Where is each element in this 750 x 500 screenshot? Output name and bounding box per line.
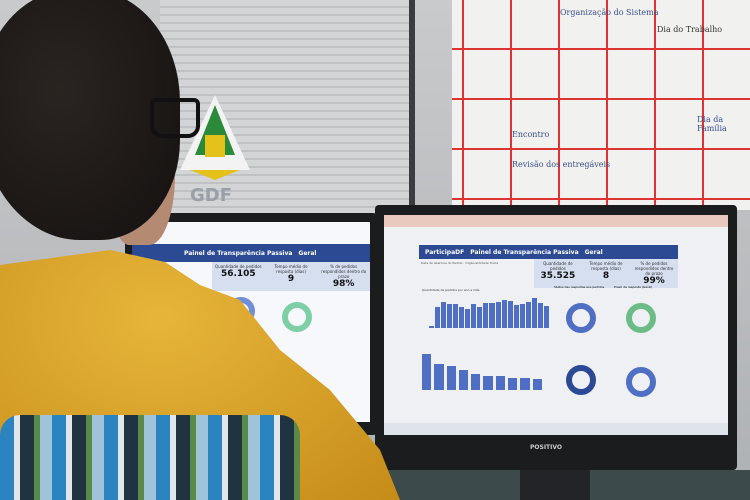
gdf-sign: GDF: [190, 185, 233, 206]
taskbar[interactable]: [384, 423, 728, 435]
board-note: Revisão dos entregáveis: [512, 160, 611, 169]
chart-title: Quantidade de pedidos por ano e mês: [422, 288, 480, 292]
gdf-logo-icon: [180, 95, 250, 180]
dashboard-banner: ParticipaDF Painel de Transparência Pass…: [419, 245, 678, 259]
monitor-brand: POSITIVO: [530, 444, 563, 451]
window-blinds: [160, 0, 415, 215]
bar: [543, 306, 549, 328]
bar: [501, 300, 507, 328]
bar-chart: [429, 293, 549, 328]
bar: [532, 378, 542, 390]
dashboard-title: Painel de Transparência Passiva: [470, 248, 579, 256]
bar: [446, 366, 456, 390]
filters[interactable]: Data de abertura do Pedido · Órgão/entid…: [421, 261, 499, 265]
bar: [471, 374, 481, 390]
bar: [495, 301, 501, 328]
bar: [513, 305, 519, 328]
filter-label: Geral: [298, 249, 317, 257]
glasses-icon: [150, 98, 200, 138]
board-note: Dia da Família: [697, 115, 727, 133]
bar: [519, 304, 525, 328]
bar: [507, 300, 513, 328]
bar: [435, 307, 441, 328]
bar: [483, 302, 489, 328]
bar: [531, 298, 537, 328]
chart-title: Status das respostas aos pedidos: [554, 285, 605, 289]
dashboard-banner: Painel de Transparência Passiva Geral: [132, 244, 370, 262]
whiteboard: Organização do Sistema Dia do Trabalho E…: [452, 0, 750, 210]
bar: [525, 301, 531, 328]
bar: [483, 376, 493, 390]
board-note: Organização do Sistema: [560, 8, 659, 17]
bar: [453, 303, 459, 328]
kpi-row: Quantidade de pedidos 35.525 Tempo médio …: [533, 259, 678, 288]
kpi-card: Quantidade de pedidos 56.105: [215, 264, 262, 279]
donut-chart: [282, 302, 312, 332]
donut-chart: [566, 365, 596, 395]
bar: [434, 364, 444, 390]
bar: [458, 370, 469, 390]
filter-label: Geral: [584, 248, 603, 256]
kpi-card: Tempo médio de resposta (dias) 8: [589, 261, 623, 281]
bar: [471, 304, 477, 328]
striped-chair: [0, 415, 300, 500]
bar: [465, 308, 471, 328]
kpi-card: % de pedidos respondidos dentro do prazo…: [321, 264, 367, 289]
app-name: ParticipaDF: [425, 248, 465, 256]
bar: [459, 307, 465, 328]
board-note: Dia do Trabalho: [657, 25, 723, 34]
chart-title: Prazo de resposta (Geral): [614, 285, 653, 289]
donut-chart: [626, 367, 656, 397]
kpi-card: % de pedidos respondidos dentro do prazo…: [634, 261, 674, 286]
donut-chart: [626, 303, 656, 333]
bar: [422, 354, 432, 390]
bar: [537, 302, 543, 328]
bar: [441, 301, 447, 328]
donut-chart: [566, 303, 596, 333]
bar: [447, 303, 453, 328]
bar: [520, 378, 530, 390]
board-note: Encontro: [512, 130, 550, 139]
kpi-card: Quantidade de pedidos 35.525: [540, 261, 576, 281]
kpi-card: Tempo médio de resposta (dias) 9: [274, 264, 308, 284]
monitor-stand: [520, 470, 590, 500]
right-screen: ParticipaDF Painel de Transparência Pass…: [384, 215, 728, 435]
dashboard-title: Painel de Transparência Passiva: [184, 249, 293, 257]
bar: [429, 326, 435, 328]
bar: [489, 302, 495, 328]
bar: [508, 378, 518, 390]
browser-tabs[interactable]: [384, 215, 728, 227]
bar: [477, 307, 483, 328]
kpi-row: Quantidade de pedidos 56.105 Tempo médio …: [212, 262, 370, 291]
bar: [495, 376, 506, 390]
bar-chart: [422, 350, 542, 390]
